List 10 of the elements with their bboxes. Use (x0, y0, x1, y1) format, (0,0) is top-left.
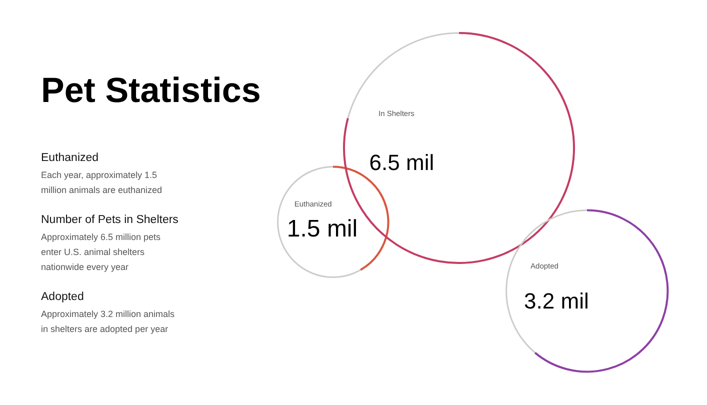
text: Each year, approximately 1.5 million animals are euthanized (41, 170, 162, 195)
data-label: 1.5 mil (286, 216, 358, 243)
data-label: 6.5 mil (369, 150, 434, 175)
text: Approximately 6.5 million pets enter U.S. animal shelters nationwide every year (41, 232, 162, 272)
text: Approximately 3.2 million animals in shelters are adopted per year (41, 309, 176, 334)
text: Pet Statistics (41, 71, 261, 110)
data-label: 3.2 mil (524, 288, 589, 314)
text: Adopted (41, 291, 84, 303)
text: Number of Pets in Shelters (41, 214, 179, 226)
text: Euthanized (41, 152, 99, 164)
